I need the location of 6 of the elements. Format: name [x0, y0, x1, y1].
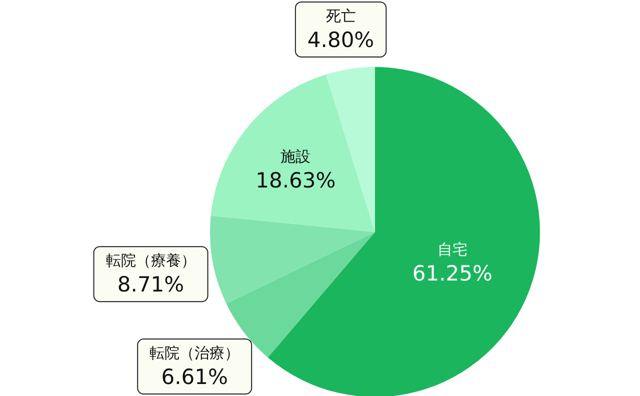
slice-label: 死亡 [326, 7, 356, 25]
data-label: 4.80% [307, 28, 374, 52]
slice-label: 転院（治療） [150, 344, 240, 362]
slice-label: 転院（療養） [106, 252, 196, 270]
data-label: 8.71% [117, 272, 184, 297]
data-label: 6.61% [161, 365, 228, 389]
